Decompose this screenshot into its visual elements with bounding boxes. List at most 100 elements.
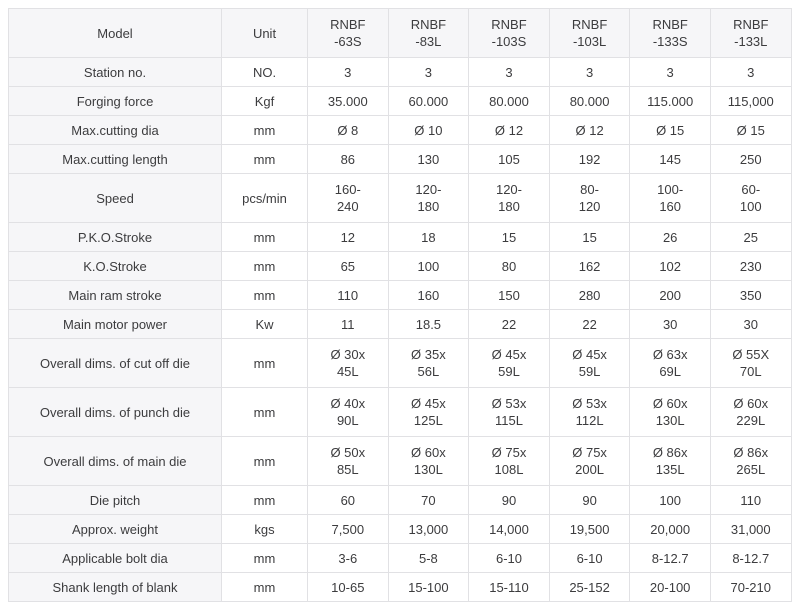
model-column-header: Model <box>8 8 222 58</box>
value-cell: 3 <box>548 57 631 87</box>
spec-row: Main motor power Kw 11 18.5 22 22 30 30 <box>8 309 792 339</box>
row-label-cell: Die pitch <box>8 485 222 515</box>
value-cell: Ø 30x 45L <box>307 338 389 388</box>
value-cell: Ø 55X 70L <box>709 338 792 388</box>
value-cell: 162 <box>548 251 631 281</box>
value-cell: Ø 45x 125L <box>387 387 470 437</box>
model-header: RNBF -133L <box>709 8 792 58</box>
unit-column-header: Unit <box>221 8 308 58</box>
value-cell: 6-10 <box>468 543 550 573</box>
value-cell: 110 <box>709 485 792 515</box>
spec-row: Station no. NO. 3 3 3 3 3 3 <box>8 57 792 87</box>
value-cell: 90 <box>468 485 550 515</box>
row-label-cell: Max.cutting dia <box>8 115 222 145</box>
unit-cell: mm <box>221 251 308 281</box>
value-cell: 3 <box>387 57 470 87</box>
value-cell: 18.5 <box>387 309 470 339</box>
value-cell: 86 <box>307 144 389 174</box>
value-cell: Ø 35x 56L <box>387 338 470 388</box>
row-label-cell: Max.cutting length <box>8 144 222 174</box>
value-cell: 25-152 <box>548 572 631 602</box>
value-cell: 250 <box>709 144 792 174</box>
value-cell: 22 <box>468 309 550 339</box>
unit-cell: NO. <box>221 57 308 87</box>
value-cell: 15 <box>468 222 550 252</box>
value-cell: 8-12.7 <box>629 543 711 573</box>
value-cell: 3-6 <box>307 543 389 573</box>
value-cell: 18 <box>387 222 470 252</box>
value-cell: 110 <box>307 280 389 310</box>
row-label-cell: Speed <box>8 173 222 223</box>
machine-spec-table: Model Unit RNBF -63S RNBF -83L RNBF -103… <box>8 8 792 602</box>
value-cell: 3 <box>709 57 792 87</box>
model-header: RNBF -83L <box>387 8 470 58</box>
spec-row: Overall dims. of main die mm Ø 50x 85L Ø 60… <box>8 436 792 486</box>
model-header: RNBF -133S <box>629 8 711 58</box>
value-cell: 19,500 <box>548 514 631 544</box>
value-cell: 22 <box>548 309 631 339</box>
value-cell: 25 <box>709 222 792 252</box>
unit-cell: Kgf <box>221 86 308 116</box>
value-cell: 15-110 <box>468 572 550 602</box>
value-cell: 80.000 <box>468 86 550 116</box>
value-cell: Ø 12 <box>468 115 550 145</box>
value-cell: 100 <box>387 251 470 281</box>
value-cell: Ø 75x 200L <box>548 436 631 486</box>
value-cell: Ø 15 <box>629 115 711 145</box>
value-cell: 145 <box>629 144 711 174</box>
value-cell: Ø 50x 85L <box>307 436 389 486</box>
value-cell: Ø 75x 108L <box>468 436 550 486</box>
value-cell: 115,000 <box>709 86 792 116</box>
value-cell: Ø 86x 135L <box>629 436 711 486</box>
value-cell: 20-100 <box>629 572 711 602</box>
value-cell: 102 <box>629 251 711 281</box>
value-cell: 3 <box>307 57 389 87</box>
value-cell: Ø 60x 130L <box>387 436 470 486</box>
value-cell: Ø 45x 59L <box>548 338 631 388</box>
value-cell: Ø 8 <box>307 115 389 145</box>
unit-cell: kgs <box>221 514 308 544</box>
spec-row: Applicable bolt dia mm 3-6 5-8 6-10 6-10 8-12.… <box>8 543 792 573</box>
spec-row: Overall dims. of punch die mm Ø 40x 90L Ø 4… <box>8 387 792 437</box>
value-cell: 3 <box>468 57 550 87</box>
value-cell: Ø 12 <box>548 115 631 145</box>
value-cell: 12 <box>307 222 389 252</box>
value-cell: Ø 10 <box>387 115 470 145</box>
value-cell: 30 <box>629 309 711 339</box>
value-cell: 26 <box>629 222 711 252</box>
spec-row: Shank length of blank mm 10-65 15-100 15-110… <box>8 572 792 602</box>
unit-cell: mm <box>221 543 308 573</box>
unit-cell: Kw <box>221 309 308 339</box>
unit-cell: mm <box>221 436 308 486</box>
value-cell: 15-100 <box>387 572 470 602</box>
row-label-cell: Applicable bolt dia <box>8 543 222 573</box>
spec-row: Main ram stroke mm 110 160 150 280 200 350 <box>8 280 792 310</box>
value-cell: 60.000 <box>387 86 470 116</box>
value-cell: Ø 86x 265L <box>709 436 792 486</box>
row-label-cell: Overall dims. of punch die <box>8 387 222 437</box>
value-cell: 90 <box>548 485 631 515</box>
value-cell: 3 <box>629 57 711 87</box>
model-header: RNBF -63S <box>307 8 389 58</box>
value-cell: 35.000 <box>307 86 389 116</box>
value-cell: 130 <box>387 144 470 174</box>
value-cell: 65 <box>307 251 389 281</box>
value-cell: 115.000 <box>629 86 711 116</box>
row-label-cell: Overall dims. of cut off die <box>8 338 222 388</box>
value-cell: 60 <box>307 485 389 515</box>
row-label-cell: Shank length of blank <box>8 572 222 602</box>
value-cell: 192 <box>548 144 631 174</box>
spec-row: Max.cutting length mm 86 130 105 192 145 250 <box>8 144 792 174</box>
model-header: RNBF -103L <box>548 8 631 58</box>
value-cell: 8-12.7 <box>709 543 792 573</box>
header-row: Model Unit RNBF -63S RNBF -83L RNBF -103… <box>8 8 792 58</box>
value-cell: 13,000 <box>387 514 470 544</box>
value-cell: 120- 180 <box>387 173 470 223</box>
row-label-cell: Main ram stroke <box>8 280 222 310</box>
value-cell: 100 <box>629 485 711 515</box>
unit-cell: mm <box>221 144 308 174</box>
value-cell: 80 <box>468 251 550 281</box>
spec-row: Overall dims. of cut off die mm Ø 30x 45L Ø… <box>8 338 792 388</box>
